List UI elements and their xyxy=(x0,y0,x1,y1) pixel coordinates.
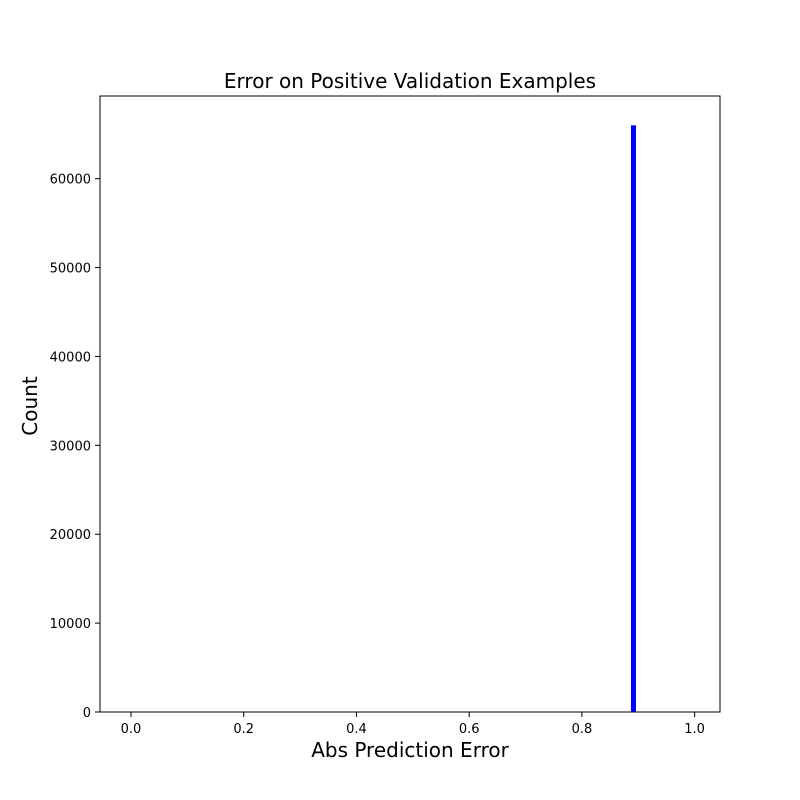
x-tick-label: 0.8 xyxy=(572,722,593,737)
y-tick-label: 10000 xyxy=(50,617,91,632)
axes-frame xyxy=(99,95,721,713)
plot-area xyxy=(630,125,637,713)
y-tick-label: 30000 xyxy=(50,439,91,454)
y-tick-label: 0 xyxy=(83,706,91,721)
x-tick-label: 0.0 xyxy=(121,722,142,737)
x-tick-label: 1.0 xyxy=(684,722,705,737)
y-tick-label: 60000 xyxy=(50,173,91,188)
x-axis-label: Abs Prediction Error xyxy=(311,738,509,762)
y-axis: 0 10000 20000 30000 40000 50000 60000 xyxy=(50,173,100,721)
chart-title: Error on Positive Validation Examples xyxy=(224,69,596,93)
y-tick-label: 50000 xyxy=(50,262,91,277)
histogram-bar xyxy=(630,125,637,713)
x-tick-label: 0.2 xyxy=(233,722,254,737)
y-axis-label: Count xyxy=(18,376,42,436)
x-tick-label: 0.6 xyxy=(459,722,480,737)
y-tick-label: 40000 xyxy=(50,350,91,365)
x-tick-label: 0.4 xyxy=(346,722,367,737)
x-axis: 0.0 0.2 0.4 0.6 0.8 1.0 xyxy=(121,712,705,737)
y-tick-label: 20000 xyxy=(50,528,91,543)
